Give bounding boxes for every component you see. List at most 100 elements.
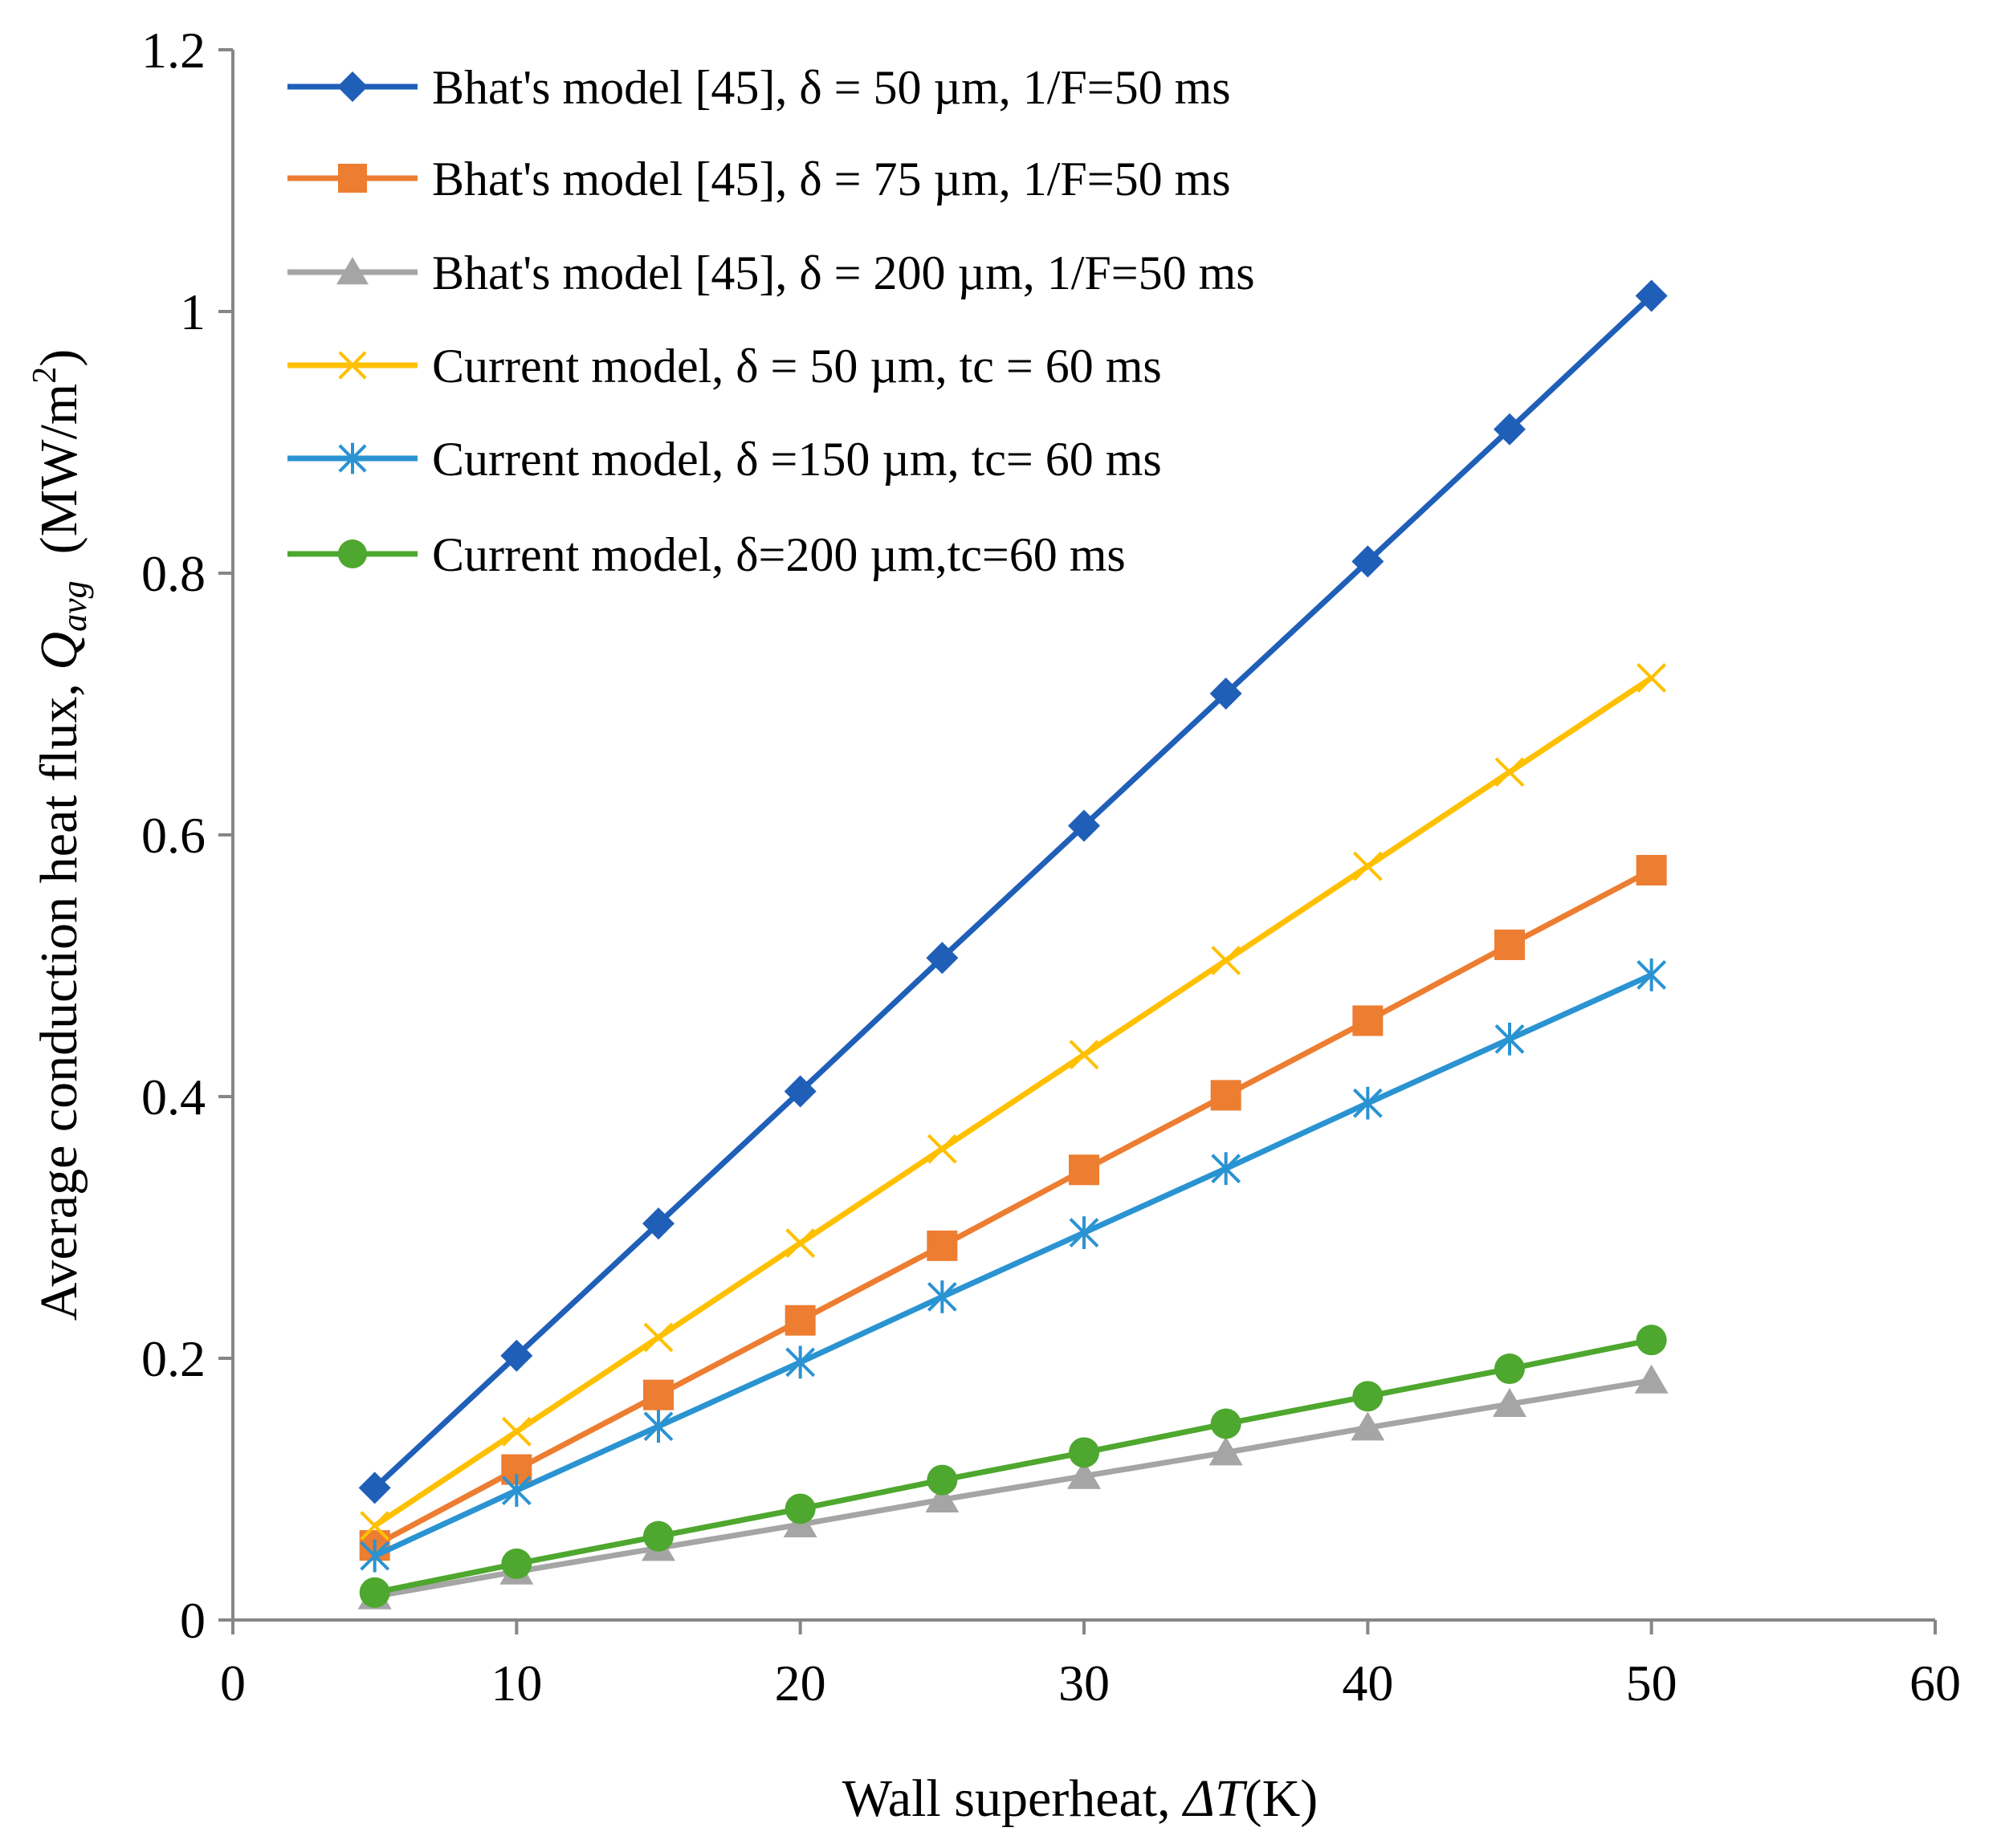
x-marker: [1636, 662, 1667, 693]
square-marker: [1352, 1005, 1384, 1036]
y-axis-title-subscript: avg: [55, 580, 94, 632]
series-line: [373, 1337, 1653, 1596]
x-marker-stroke: [501, 1416, 532, 1447]
triangle-marker: [925, 1484, 960, 1513]
circle-marker: [1494, 1353, 1525, 1385]
x-marker-stroke: [1494, 757, 1525, 788]
diamond-marker: [926, 942, 959, 975]
series-line: [374, 1378, 1653, 1600]
x-marker-stroke: [338, 351, 367, 380]
circle-marker: [785, 1493, 816, 1524]
series-1: [358, 279, 1668, 1504]
x-marker: [1494, 757, 1525, 788]
x-tick-label: 50: [1626, 1655, 1677, 1712]
x-marker: [338, 351, 367, 380]
x-marker-stroke: [1069, 1040, 1099, 1070]
diamond-marker: [1209, 677, 1242, 710]
triangle-marker: [1634, 1364, 1669, 1394]
star-marker: [338, 442, 367, 474]
x-axis-title-prefix: Wall superheat,: [842, 1769, 1184, 1828]
legend-item: Bhat's model [45], δ = 50 µm, 1/F=50 ms: [287, 61, 1231, 114]
x-marker: [360, 1511, 390, 1541]
triangle-marker: [336, 257, 369, 285]
legend-item: Current model, δ = 50 µm, tc = 60 ms: [287, 340, 1162, 393]
x-marker: [643, 1322, 674, 1353]
x-marker-stroke: [1211, 946, 1241, 975]
triangle-marker: [1067, 1459, 1101, 1489]
circle-marker: [1210, 1408, 1241, 1439]
square-marker: [1069, 1154, 1099, 1186]
circle-marker: [501, 1548, 532, 1579]
triangle-marker: [1493, 1388, 1526, 1418]
star-marker: [643, 1410, 674, 1443]
series-line: [373, 867, 1653, 1549]
circle-marker: [337, 539, 368, 569]
diamond-marker: [1351, 545, 1384, 578]
legend-item: Current model, δ =150 µm, tc= 60 ms: [287, 433, 1162, 486]
square-marker: [927, 1230, 958, 1261]
x-marker-stroke: [785, 1228, 816, 1258]
x-tick-label: 0: [220, 1655, 246, 1712]
y-tick-label: 1.2: [141, 22, 206, 79]
x-marker-stroke: [1636, 662, 1667, 693]
x-tick-label: 30: [1058, 1655, 1110, 1712]
circle-marker: [1352, 1381, 1384, 1412]
y-axis-title: Average conduction heat flux, Qavg (MW/m…: [26, 349, 94, 1321]
star-marker: [360, 1539, 390, 1573]
series-layer: [357, 279, 1669, 1610]
circle-marker: [1636, 1325, 1667, 1356]
square-marker: [1636, 855, 1667, 886]
x-axis-title-symbol: ΔT: [1181, 1769, 1248, 1828]
circle-marker: [359, 1577, 390, 1608]
star-marker: [1636, 959, 1667, 991]
series-4: [360, 662, 1667, 1541]
square-marker: [643, 1379, 674, 1410]
legend-label: Current model, δ=200 µm,tc=60 ms: [432, 528, 1126, 581]
x-marker-stroke: [643, 1322, 674, 1353]
circle-marker: [927, 1464, 958, 1496]
x-tick-label: 40: [1342, 1655, 1393, 1712]
series-3: [357, 1364, 1669, 1610]
legend-label: Bhat's model [45], δ = 200 µm, 1/F=50 ms: [432, 246, 1255, 299]
x-tick-label: 10: [491, 1655, 542, 1712]
diamond-marker: [500, 1339, 533, 1372]
star-marker: [1069, 1216, 1099, 1249]
diamond-marker: [784, 1075, 817, 1108]
star-marker: [501, 1474, 532, 1508]
diamond-marker: [1068, 809, 1100, 842]
series-line: [373, 293, 1654, 1490]
plot-area: 0 0.2 0.4 0.6 0.8 1 1.2 0 10 20 30 40 50 60: [141, 22, 1961, 1712]
x-tick-label: 60: [1909, 1655, 1961, 1712]
y-axis-title-unit-close: ): [30, 349, 88, 367]
y-axis-title-symbol: Q: [30, 632, 88, 670]
x-marker: [785, 1228, 816, 1258]
y-tick-label: 0: [180, 1592, 206, 1649]
square-marker: [1494, 929, 1525, 960]
diamond-marker: [1494, 413, 1526, 446]
star-marker: [785, 1345, 816, 1379]
series-5: [360, 959, 1667, 1573]
circle-marker: [1069, 1437, 1099, 1468]
diamond-marker: [358, 1471, 391, 1504]
legend-label: Current model, δ = 50 µm, tc = 60 ms: [432, 340, 1162, 393]
legend-item: Bhat's model [45], δ = 200 µm, 1/F=50 ms: [287, 246, 1255, 299]
star-marker: [1494, 1022, 1525, 1056]
star-marker: [1352, 1086, 1383, 1120]
y-tick-label: 0.8: [141, 545, 206, 602]
square-marker: [785, 1305, 816, 1336]
triangle-marker: [1351, 1411, 1385, 1441]
y-axis-title-prefix: Average conduction heat flux,: [30, 670, 88, 1321]
x-marker: [1211, 946, 1241, 975]
legend-label: Current model, δ =150 µm, tc= 60 ms: [432, 433, 1162, 486]
x-marker-stroke: [927, 1134, 957, 1164]
x-axis-title-unit: (K): [1245, 1769, 1318, 1828]
x-marker-stroke: [360, 1511, 390, 1541]
y-tick-label: 0.6: [141, 807, 206, 864]
x-marker-stroke: [1352, 851, 1383, 881]
y-tick-label: 0.2: [141, 1330, 206, 1387]
diamond-marker: [337, 71, 368, 102]
y-axis-title-unit-sup: 2: [26, 367, 63, 384]
x-marker: [501, 1416, 532, 1447]
legend-item: Current model, δ=200 µm,tc=60 ms: [287, 528, 1126, 581]
